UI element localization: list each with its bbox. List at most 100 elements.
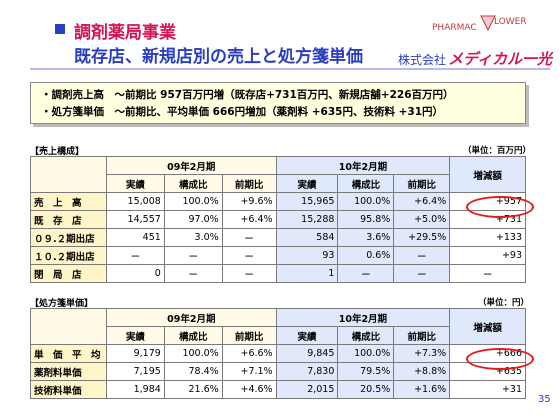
col-actual: 実績 <box>275 326 339 345</box>
cell-prev-actual: 14,557 <box>105 210 165 229</box>
row-label: １０.２期出店 <box>30 246 107 265</box>
row-label: 技術料単価 <box>30 380 107 399</box>
col-ratio: 構成比 <box>163 174 223 193</box>
table-row: 技術料単価 1,984 21.6% +4.6% 2,015 20.5% +1.6… <box>30 380 526 399</box>
cell-prev-ratio: 100.0% <box>163 192 223 211</box>
period-curr-header: 10年2月期 <box>275 308 451 327</box>
col-yoy: 前期比 <box>221 326 277 345</box>
cell-prev-actual: 1,984 <box>105 380 165 399</box>
table-row: 薬剤料単価 7,195 78.4% +7.1% 7,830 79.5% +8.8… <box>30 362 526 381</box>
col-yoy: 前期比 <box>393 326 451 345</box>
col-actual: 実績 <box>105 174 165 193</box>
sales-section-label: 【売上構成】 <box>30 147 85 157</box>
table-row: 閉 局 店 0 ー ー 1 ー ー ー <box>30 264 526 283</box>
highlight-circle <box>466 348 534 370</box>
col-yoy: 前期比 <box>221 174 277 193</box>
cell-change: +31 <box>449 380 526 399</box>
row-label: ０９.２期出店 <box>30 228 107 247</box>
table-row: １０.２期出店 ー ー ー 93 0.6% ー +93 <box>30 246 526 265</box>
header-divider <box>30 68 550 70</box>
cell-change: +93 <box>449 246 526 265</box>
cell-prev-ratio: 21.6% <box>163 380 223 399</box>
cell-prev-yoy: ー <box>221 264 277 283</box>
cell-prev-yoy: +7.1% <box>221 362 277 381</box>
cell-curr-actual: 1 <box>275 264 339 283</box>
cell-prev-yoy: +9.6% <box>221 192 277 211</box>
cell-prev-actual: 451 <box>105 228 165 247</box>
cell-prev-ratio: 100.0% <box>163 344 223 363</box>
sales-table: 09年2月期 10年2月期 増減額 実績 構成比 前期比 実績 構成比 前期比 … <box>30 156 526 283</box>
cell-curr-actual: 15,288 <box>275 210 339 229</box>
logo-text-left: PHARMAC <box>432 23 477 33</box>
cell-prev-yoy: ー <box>221 228 277 247</box>
flower-logo-icon <box>480 15 496 32</box>
change-header: 増減額 <box>449 156 526 193</box>
cell-curr-yoy: ー <box>393 246 451 265</box>
cell-change: +133 <box>449 228 526 247</box>
logo-text-right: LOWER <box>494 17 527 27</box>
cell-curr-yoy: +6.4% <box>393 192 451 211</box>
row-label: 閉 局 店 <box>30 264 107 283</box>
summary-line-rx: ・処方箋単価 ～前期比、平均単価 666円増加（薬剤料 +635円、技術料 +3… <box>41 106 444 118</box>
table-row: 売 上 高 15,008 100.0% +9.6% 15,965 100.0% … <box>30 192 526 211</box>
page-number: 35 <box>538 394 551 405</box>
table-corner <box>30 156 107 193</box>
row-label: 既 存 店 <box>30 210 107 229</box>
rx-table: 09年2月期 10年2月期 増減額 実績 構成比 前期比 実績 構成比 前期比 … <box>30 308 526 399</box>
company-name: 株式会社 メディカル一光 <box>398 48 552 69</box>
cell-curr-actual: 584 <box>275 228 339 247</box>
cell-curr-ratio: 0.6% <box>337 246 395 265</box>
col-actual: 実績 <box>275 174 339 193</box>
cell-change: ー <box>449 264 526 283</box>
row-label: 売 上 高 <box>30 192 107 211</box>
cell-curr-actual: 2,015 <box>275 380 339 399</box>
cell-prev-ratio: 78.4% <box>163 362 223 381</box>
cell-curr-actual: 7,830 <box>275 362 339 381</box>
table-corner <box>30 308 107 345</box>
cell-curr-actual: 93 <box>275 246 339 265</box>
period-curr-header: 10年2月期 <box>275 156 451 175</box>
cell-prev-actual: 9,179 <box>105 344 165 363</box>
cell-curr-yoy: +29.5% <box>393 228 451 247</box>
table-row: 既 存 店 14,557 97.0% +6.4% 15,288 95.8% +5… <box>30 210 526 229</box>
rx-unit-label: （単位：円） <box>478 298 530 308</box>
highlight-circle <box>466 196 534 218</box>
cell-prev-ratio: ー <box>163 246 223 265</box>
section-title: 調剤薬局事業 <box>74 23 176 43</box>
cell-prev-yoy: +6.6% <box>221 344 277 363</box>
col-yoy: 前期比 <box>393 174 451 193</box>
rx-section-label: 【処方箋単価】 <box>30 299 94 309</box>
cell-prev-yoy: +6.4% <box>221 210 277 229</box>
cell-curr-ratio: ー <box>337 264 395 283</box>
period-prev-header: 09年2月期 <box>105 308 277 327</box>
col-ratio: 構成比 <box>163 326 223 345</box>
cell-curr-ratio: 95.8% <box>337 210 395 229</box>
cell-curr-ratio: 100.0% <box>337 192 395 211</box>
cell-curr-actual: 15,965 <box>275 192 339 211</box>
cell-prev-actual: 7,195 <box>105 362 165 381</box>
col-ratio: 構成比 <box>337 174 395 193</box>
cell-curr-yoy: +5.0% <box>393 210 451 229</box>
summary-box: ・調剤売上高 ～前期比 957百万円増（既存店+731百万円、新規店舗+226百… <box>30 82 526 124</box>
cell-prev-actual: 0 <box>105 264 165 283</box>
cell-curr-yoy: +8.8% <box>393 362 451 381</box>
period-prev-header: 09年2月期 <box>105 156 277 175</box>
cell-curr-ratio: 20.5% <box>337 380 395 399</box>
row-label: 単 価 平 均 <box>30 344 107 363</box>
summary-line-sales: ・調剤売上高 ～前期比 957百万円増（既存店+731百万円、新規店舗+226百… <box>41 89 454 101</box>
cell-curr-ratio: 3.6% <box>337 228 395 247</box>
col-ratio: 構成比 <box>337 326 395 345</box>
cell-curr-ratio: 100.0% <box>337 344 395 363</box>
company-brand: メディカル一光 <box>448 50 552 68</box>
page-title: 既存店、新規店別の売上と処方箋単価 <box>74 47 363 67</box>
col-actual: 実績 <box>105 326 165 345</box>
title-bullet-icon <box>55 24 65 34</box>
cell-curr-ratio: 79.5% <box>337 362 395 381</box>
cell-prev-yoy: ー <box>221 246 277 265</box>
cell-prev-yoy: +4.6% <box>221 380 277 399</box>
cell-curr-actual: 9,845 <box>275 344 339 363</box>
cell-prev-ratio: 97.0% <box>163 210 223 229</box>
cell-prev-actual: 15,008 <box>105 192 165 211</box>
table-row: ０９.２期出店 451 3.0% ー 584 3.6% +29.5% +133 <box>30 228 526 247</box>
cell-curr-yoy: +1.6% <box>393 380 451 399</box>
